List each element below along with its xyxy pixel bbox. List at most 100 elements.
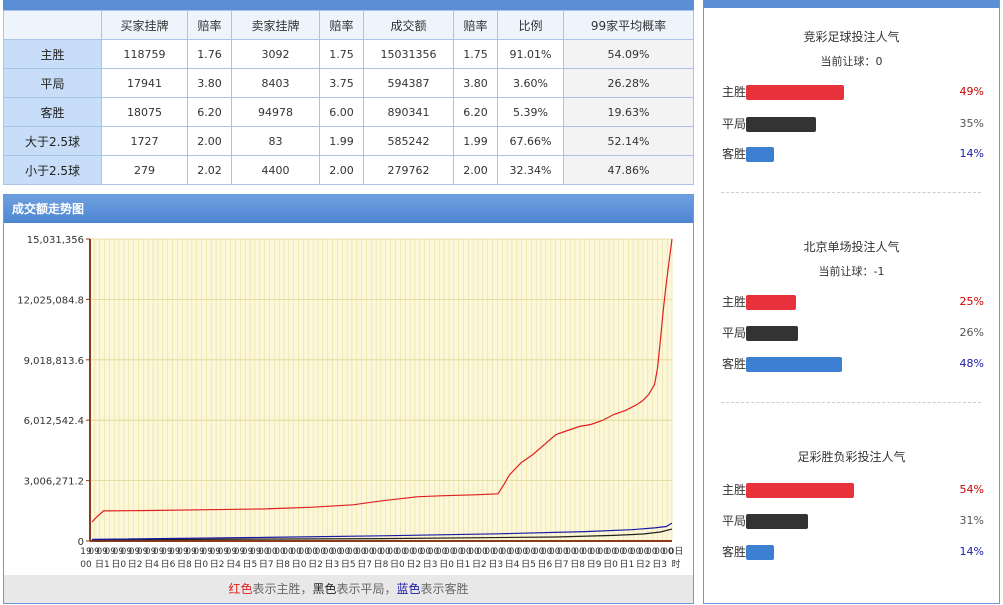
popularity-pct: 31%	[959, 514, 984, 527]
popularity-pct: 35%	[959, 117, 984, 130]
cell: 594387	[363, 68, 454, 98]
x-tick-label: 00	[436, 547, 448, 557]
row-label: 客胜	[722, 147, 747, 161]
x-tick-label: 09	[250, 547, 262, 557]
series-line-客胜	[91, 522, 673, 540]
x-tick-label: 日6	[538, 559, 553, 570]
cell: 1.76	[187, 39, 232, 69]
cell: 2.00	[453, 155, 498, 185]
chart-title: 成交额走势图	[4, 195, 693, 223]
x-tick-label: 日5	[341, 559, 356, 570]
x-tick-label: 日1	[95, 559, 110, 570]
popularity-pct: 14%	[959, 545, 984, 558]
popularity-row: 主胜 54%	[722, 482, 984, 498]
cell: 67.66%	[497, 126, 564, 156]
cell: 91.01%	[497, 39, 564, 69]
x-tick-label: 日4	[144, 559, 159, 570]
x-tick-label: 00	[541, 547, 553, 557]
row-label: 客胜	[3, 97, 102, 127]
x-tick-label: 00	[298, 547, 310, 557]
cell: 2.02	[187, 155, 232, 185]
cell: 1.75	[453, 39, 498, 69]
row-label: 平局	[722, 117, 747, 131]
divider	[721, 402, 981, 403]
x-tick-label: 09	[137, 547, 149, 557]
x-tick-label: 00	[533, 547, 545, 557]
x-tick-label: 日3	[324, 559, 339, 570]
x-tick-label: 09	[193, 547, 205, 557]
x-tick-label: 00	[290, 547, 302, 557]
x-tick-label: 00	[404, 547, 416, 557]
x-tick-label: 日8	[374, 559, 389, 570]
legend-blue-text: 表示客胜	[420, 582, 469, 596]
chart-panel: 成交额走势图 0 3,006,271.2 6,012,542.4 9,018,813.…	[3, 194, 694, 604]
x-tick-label: 09	[113, 547, 125, 557]
popularity-row: 平局 26%	[722, 325, 984, 341]
series-line-主胜	[91, 238, 673, 523]
cell: 118759	[101, 39, 188, 69]
x-tick-label: 00	[331, 547, 343, 557]
cell: 2.00	[319, 155, 364, 185]
popularity-pct: 49%	[959, 85, 984, 98]
cell: 6.20	[187, 97, 232, 127]
panel-title: 足彩胜负彩投注人气	[797, 450, 906, 464]
x-tick-label: 00	[630, 547, 642, 557]
popularity-bar	[746, 295, 796, 310]
panel-title: 北京单场投注人气	[803, 240, 900, 254]
cell: 5.39%	[497, 97, 564, 127]
popularity-bar	[746, 483, 854, 498]
x-tick-label: 00	[347, 547, 359, 557]
row-label: 主胜	[722, 295, 747, 309]
popularity-row: 客胜 14%	[722, 146, 984, 162]
cell: 1727	[101, 126, 188, 156]
table-row: 平局 17941 3.80 8403 3.75 594387 3.80 3.60…	[3, 68, 694, 98]
popularity-row: 客胜 48%	[722, 356, 984, 372]
x-tick-label: 00	[339, 547, 351, 557]
y-tick-label: 12,025,084.8	[17, 295, 84, 306]
x-tick-label: 日2	[636, 559, 651, 570]
x-tick-label: 00	[581, 547, 593, 557]
x-tick-label: 00	[355, 547, 367, 557]
row-label: 主胜	[722, 483, 747, 497]
x-tick-label: 日0	[111, 559, 126, 570]
header-odds-3: 赔率	[453, 10, 498, 40]
divider	[721, 192, 981, 193]
legend-red: 红色	[228, 582, 253, 596]
x-tick-label: 日2	[406, 559, 421, 570]
x-tick-label: 日0	[292, 559, 307, 570]
row-label: 客胜	[722, 545, 747, 559]
x-tick-label: 日2	[472, 559, 487, 570]
cell: 1.99	[453, 126, 498, 156]
header-avg-prob: 99家平均概率	[563, 10, 694, 40]
header-odds-1: 赔率	[187, 10, 232, 40]
popularity-bar	[746, 326, 798, 341]
x-tick-label: 00	[638, 547, 650, 557]
x-tick-label: 日0	[390, 559, 405, 570]
cell: 3092	[231, 39, 320, 69]
x-tick-label: 日6	[161, 559, 176, 570]
y-tick-label: 6,012,542.4	[24, 416, 84, 427]
panel-title: 竞彩足球投注人气	[803, 30, 900, 44]
x-tick-label: 日4	[226, 559, 241, 570]
row-label: 平局	[722, 326, 747, 340]
x-tick-label: 00	[371, 547, 383, 557]
x-tick-label: 09	[185, 547, 197, 557]
x-tick-label: 09	[210, 547, 222, 557]
cell: 26.28%	[563, 68, 694, 98]
popularity-pct: 25%	[959, 295, 984, 308]
header-ratio: 比例	[497, 10, 564, 40]
popularity-bar	[746, 545, 774, 560]
x-tick-label: 00	[315, 547, 327, 557]
header-blank	[3, 10, 102, 40]
header-sell: 卖家挂牌	[231, 10, 320, 40]
x-tick-label: 00	[412, 547, 424, 557]
cell: 279762	[363, 155, 454, 185]
cell: 52.14%	[563, 126, 694, 156]
x-tick-label: 日3	[652, 559, 667, 570]
cell: 17941	[101, 68, 188, 98]
cell: 890341	[363, 97, 454, 127]
x-tick-label: 00	[654, 547, 666, 557]
x-tick-label: 日2	[308, 559, 323, 570]
panel-beijing: 北京单场投注人气 当前让球：-1	[704, 238, 999, 279]
row-label: 主胜	[722, 85, 747, 99]
